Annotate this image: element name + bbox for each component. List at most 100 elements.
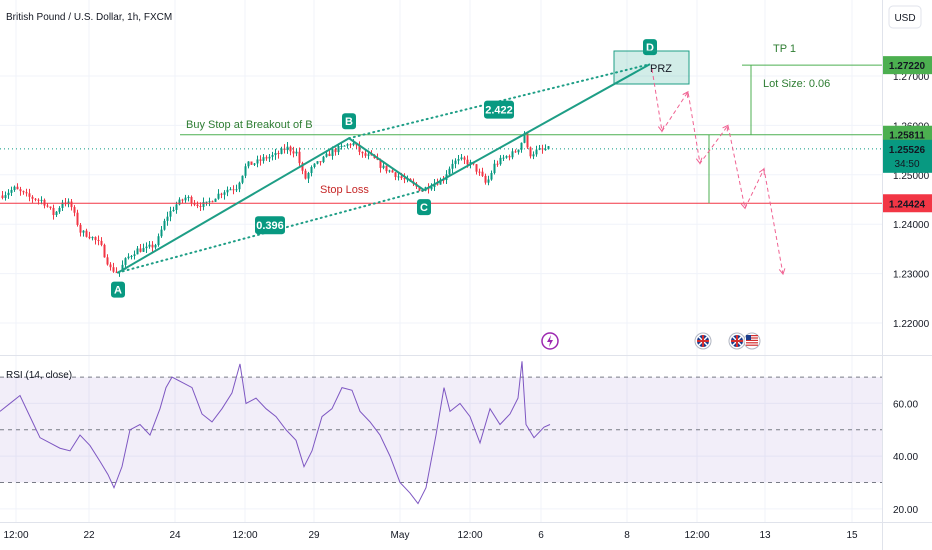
candle-body <box>397 176 400 178</box>
candle-body <box>358 145 361 152</box>
point-badge-a <box>111 281 125 298</box>
candle-body <box>16 186 19 190</box>
candle-body <box>514 151 517 153</box>
candle-body <box>289 146 292 152</box>
pattern-leg <box>348 137 425 191</box>
candle-body <box>388 170 391 172</box>
candle-body <box>202 201 205 207</box>
candle-body <box>346 144 349 146</box>
candle-body <box>547 146 550 150</box>
candle-body <box>436 183 439 185</box>
candle-body <box>340 145 343 147</box>
uk-flag-cross <box>697 335 709 347</box>
candle-body <box>484 175 487 183</box>
price-axis-label: 1.23000 <box>893 270 930 281</box>
candle-body <box>349 144 352 146</box>
projection-arrowhead <box>778 268 786 276</box>
event-markers <box>541 332 761 350</box>
candle-body <box>199 206 202 208</box>
candle-body <box>298 151 301 164</box>
candle-body <box>331 149 334 157</box>
candle-body <box>334 149 337 153</box>
candle-body <box>496 163 499 165</box>
candle-body <box>265 157 268 159</box>
candle-body <box>310 167 313 174</box>
candle-body <box>58 207 61 212</box>
currency-button[interactable] <box>888 5 922 29</box>
candle-body <box>307 173 310 179</box>
candle-body <box>466 159 469 165</box>
candle-body <box>268 156 271 159</box>
stop-loss-price-tag <box>883 194 932 213</box>
candle-body <box>292 151 295 154</box>
prz-zone[interactable] <box>613 50 690 85</box>
candle-body <box>4 195 7 198</box>
candle-body <box>214 198 217 202</box>
candle-body <box>379 159 382 168</box>
candle-body <box>352 143 355 146</box>
candle-body <box>220 193 223 195</box>
candle-body <box>178 199 181 205</box>
candle-body <box>43 199 46 206</box>
candle-body <box>460 157 463 160</box>
candle-body <box>343 145 346 147</box>
candle-body <box>106 257 109 265</box>
candle-body <box>448 168 451 175</box>
grid <box>0 0 882 522</box>
stop-loss-price-tag-label: 1.24424 <box>889 199 926 210</box>
time-axis-label: 13 <box>759 530 771 541</box>
time-axis-label: 22 <box>83 530 95 541</box>
candle-body <box>241 175 244 183</box>
ratio-label: 0.396 <box>256 220 284 232</box>
candle-body <box>538 148 541 150</box>
candle-body <box>52 207 55 215</box>
current-price-tag <box>883 139 932 173</box>
candle-body <box>391 170 394 173</box>
candle-body <box>139 248 142 252</box>
candle-body <box>253 163 256 165</box>
time-axis-label: May <box>391 530 410 541</box>
candle-body <box>295 151 298 154</box>
candle-body <box>37 199 40 201</box>
candle-body <box>430 187 433 190</box>
harmonic-pattern: A B C D 0.396 2.422 <box>111 39 657 298</box>
time-axis-label: 12:00 <box>3 530 28 541</box>
prz-label: PRZ <box>650 63 672 75</box>
candle-body <box>505 156 508 158</box>
projection-arrowhead <box>740 202 748 210</box>
candle-body <box>400 176 403 179</box>
candle-body <box>301 163 304 171</box>
point-badge-b <box>342 113 356 130</box>
current-price-tag-label: 1.25526 <box>889 145 926 156</box>
price-axis-label: 1.25000 <box>893 171 930 182</box>
projection-arrowhead <box>695 157 703 165</box>
candle-body <box>193 203 196 205</box>
candle-body <box>523 133 526 143</box>
uk-flag-cross <box>731 335 743 347</box>
candle-body <box>115 271 118 273</box>
time-axis-label: 15 <box>846 530 858 541</box>
ratio-badge <box>255 216 285 235</box>
candle-body <box>133 254 136 256</box>
candle-body <box>502 157 505 159</box>
candle-body <box>322 156 325 163</box>
candle-body <box>280 148 283 154</box>
candle-body <box>100 240 103 245</box>
time-axis-label: 8 <box>624 530 630 541</box>
candle-body <box>28 193 31 197</box>
candle-body <box>205 201 208 203</box>
projection-arrowhead <box>682 90 689 98</box>
currency-button-label[interactable]: USD <box>894 13 915 24</box>
candle-body <box>181 199 184 201</box>
candle-body <box>487 179 490 183</box>
candle-body <box>262 157 265 161</box>
candle-body <box>271 155 274 157</box>
candle-body <box>34 198 37 200</box>
pattern-leg <box>117 137 350 274</box>
chart-title: British Pound / U.S. Dollar, 1h, FXCM <box>6 12 172 23</box>
candle-body <box>457 159 460 161</box>
time-axis-label: 12:00 <box>684 530 709 541</box>
rsi-axis-label: 40.00 <box>893 452 918 463</box>
candle-body <box>532 154 535 157</box>
